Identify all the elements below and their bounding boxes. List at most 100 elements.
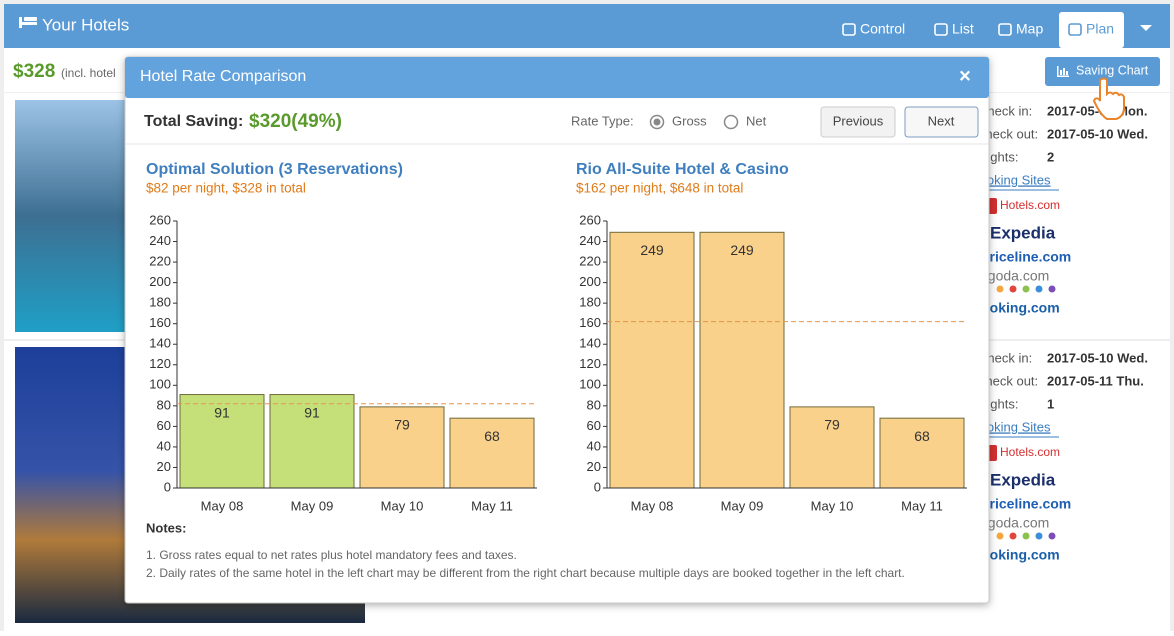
x-tick-label: May 11 <box>471 498 513 513</box>
y-tick-label: 80 <box>157 397 171 412</box>
y-tick-label: 160 <box>579 315 601 330</box>
booking-site[interactable]: Expedia <box>990 223 1056 242</box>
site-dot <box>1022 285 1030 293</box>
radio-label[interactable]: Net <box>746 113 767 128</box>
x-tick-label: May 11 <box>901 498 943 513</box>
x-tick-label: May 10 <box>381 498 424 513</box>
y-tick-label: 40 <box>587 438 601 453</box>
y-tick-label: 0 <box>594 479 601 494</box>
bar <box>359 406 445 489</box>
y-tick-label: 200 <box>149 274 171 289</box>
booking-sites-link[interactable]: Booking Sites <box>971 419 1051 434</box>
previous-button[interactable] <box>820 106 896 138</box>
detail-value: 2017-05-11 Thu. <box>1047 373 1144 388</box>
y-tick-label: 180 <box>149 295 171 310</box>
next-button[interactable] <box>904 106 979 138</box>
y-tick-label: 220 <box>579 254 601 269</box>
note: 1. Gross rates equal to net rates plus h… <box>146 548 517 562</box>
modal-box <box>124 56 990 604</box>
bar-value-label: 79 <box>394 417 410 433</box>
tab-active[interactable] <box>1059 12 1124 48</box>
booking-site[interactable]: Hotels.com <box>1000 445 1060 459</box>
x-tick-label: May 08 <box>631 498 674 513</box>
site-dot <box>996 532 1004 540</box>
booking-site[interactable]: Expedia <box>990 470 1056 489</box>
tab-label[interactable]: Plan <box>1086 21 1114 37</box>
y-tick-label: 140 <box>149 336 171 351</box>
tab-label[interactable]: List <box>952 21 974 37</box>
y-tick-label: 100 <box>579 377 601 392</box>
site-icon <box>988 198 997 214</box>
modal: Hotel Rate Comparison × Total Saving: $3… <box>124 56 990 604</box>
bar-value-label: 249 <box>640 242 664 258</box>
bar <box>449 417 535 489</box>
app-title: Your Hotels <box>42 15 129 34</box>
bed-icon <box>19 17 37 28</box>
radio[interactable] <box>723 114 739 130</box>
close-button[interactable]: × <box>959 65 971 87</box>
y-tick-label: 60 <box>157 418 171 433</box>
detail-label: Check out: <box>976 126 1038 141</box>
booking-site[interactable]: Booking.com <box>971 300 1060 316</box>
x-tick-label: May 10 <box>811 498 854 513</box>
bar-value-label: 79 <box>824 417 840 433</box>
y-tick-label: 200 <box>579 274 601 289</box>
total-saving-value: $320(49%) <box>249 111 342 132</box>
radio-dot <box>653 118 661 126</box>
site-dot <box>1009 285 1017 293</box>
top-bar <box>4 4 1170 48</box>
booking-site[interactable]: Hotels.com <box>1000 198 1060 212</box>
detail-value: 2017-05-10 Wed. <box>1047 126 1148 141</box>
booking-sites-link[interactable]: Booking Sites <box>971 172 1051 187</box>
chart-subtitle: $82 per night, $328 in total <box>146 181 306 196</box>
x-tick-label: May 08 <box>201 498 244 513</box>
site-dot <box>1009 532 1017 540</box>
dropdown-caret[interactable] <box>1140 25 1152 31</box>
total-saving-label: Total Saving: <box>144 113 243 130</box>
x-tick-label: May 09 <box>721 498 764 513</box>
booking-site[interactable]: priceline.com <box>981 249 1071 265</box>
tab-label[interactable]: Control <box>860 21 905 37</box>
note: 2. Daily rates of the same hotel in the … <box>146 566 905 580</box>
bar-value-label: 68 <box>914 428 930 444</box>
chart-icon <box>1057 66 1069 77</box>
y-tick-label: 220 <box>149 254 171 269</box>
saving-chart-button[interactable] <box>1045 57 1160 86</box>
saving-chart-label[interactable]: Saving Chart <box>1076 63 1149 77</box>
y-tick-label: 260 <box>579 212 601 227</box>
site-dot <box>1048 532 1056 540</box>
bar <box>789 406 875 489</box>
booking-site[interactable]: agoda.com <box>980 515 1049 531</box>
y-tick-label: 240 <box>579 233 601 248</box>
bar <box>609 231 695 489</box>
modal-header <box>125 57 989 98</box>
tab-icon <box>842 23 856 36</box>
radio-label[interactable]: Gross <box>672 113 707 128</box>
tab-icon <box>1068 23 1082 36</box>
chart-title: Rio All-Suite Hotel & Casino <box>576 161 789 178</box>
chart-title: Optimal Solution (3 Reservations) <box>146 161 403 178</box>
y-tick-label: 60 <box>587 418 601 433</box>
detail-value: 1 <box>1047 396 1054 411</box>
y-tick-label: 40 <box>157 438 171 453</box>
bar-value-label: 249 <box>730 242 754 258</box>
site-dot <box>1035 285 1043 293</box>
y-tick-label: 240 <box>149 233 171 248</box>
bar-value-label: 91 <box>214 404 230 420</box>
y-tick-label: 120 <box>579 356 601 371</box>
booking-site[interactable]: Booking.com <box>971 547 1060 563</box>
booking-site[interactable]: agoda.com <box>980 268 1049 284</box>
detail-label: Check in: <box>978 103 1032 118</box>
detail-value: 2 <box>1047 149 1054 164</box>
tab-label[interactable]: Map <box>1016 21 1043 37</box>
bar <box>699 231 785 489</box>
next-label[interactable]: Next <box>928 113 955 128</box>
y-tick-label: 260 <box>149 212 171 227</box>
price-note: (incl. hotel <box>61 66 116 80</box>
site-dot <box>996 285 1004 293</box>
site-icon <box>988 445 997 461</box>
booking-site[interactable]: priceline.com <box>981 496 1071 512</box>
previous-label[interactable]: Previous <box>833 113 884 128</box>
mouse-cursor <box>1092 77 1125 120</box>
